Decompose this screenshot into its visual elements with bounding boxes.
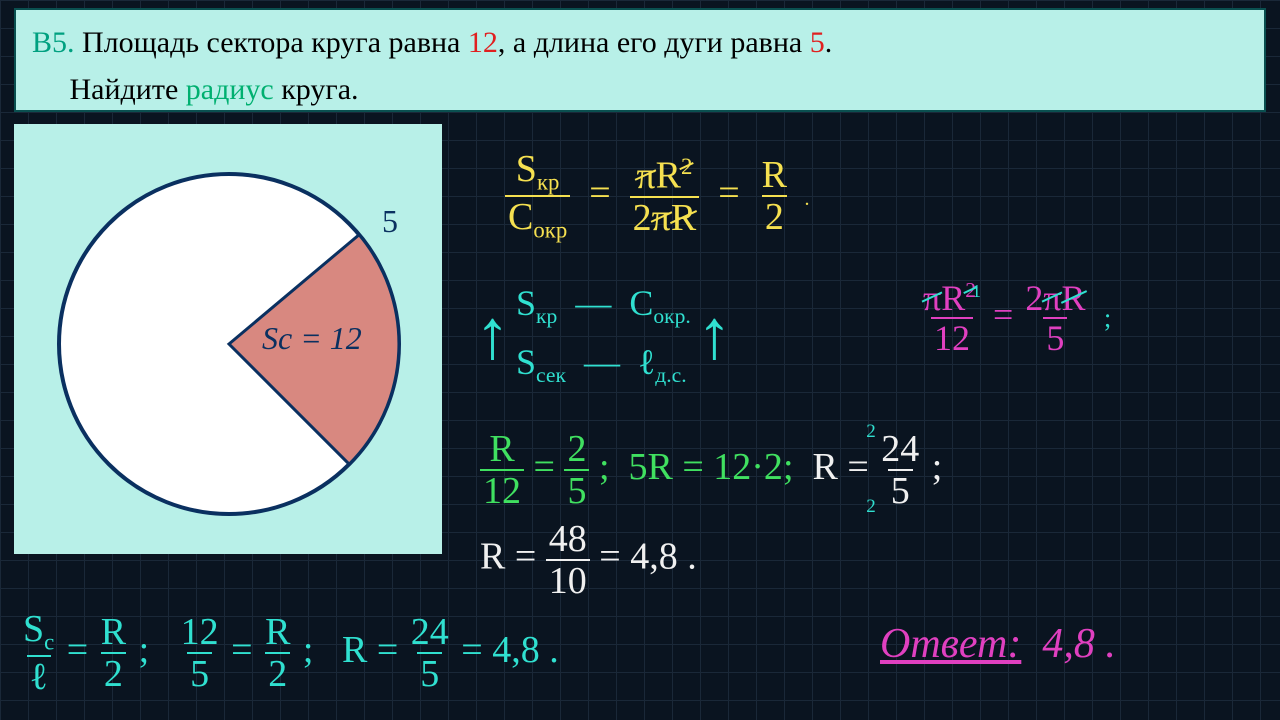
arc-label: 5 (382, 203, 398, 239)
formula-bottom-cyan: Sс ℓ = R2 ; 125 = R2 ; R = 245 = 4,8 . (20, 610, 559, 696)
formula-solve-line2: R = 4810 = 4,8 . (480, 520, 697, 600)
problem-radius-word: радиус (186, 73, 274, 106)
diagram-box: 5 Sс = 12 (14, 124, 442, 554)
formula-magenta: πR21 12 = 2πR 5 ; (920, 280, 1111, 356)
problem-value-1: 12 (468, 26, 498, 59)
problem-text-1: Площадь сектора круга равна (82, 26, 468, 59)
formula-solve-line1: R12 = 25 ; 5R = 12·2; R = 2 24 2 5 ; (480, 430, 942, 510)
problem-text-3: . (825, 26, 833, 59)
problem-text-2: , а длина его дуги равна (498, 26, 810, 59)
formula-proportion-cyan: ↑ Sкр — Cокр. Sсек — ℓд.с. ↑ (475, 280, 732, 390)
problem-label: В5. (32, 26, 75, 59)
problem-value-2: 5 (810, 26, 825, 59)
sector-label: Sс = 12 (262, 320, 362, 356)
problem-text-5: круга. (274, 73, 359, 106)
problem-text-4: Найдите (70, 73, 186, 106)
problem-box: В5. Площадь сектора круга равна 12, а дл… (14, 8, 1266, 112)
formula-ratio-yellow: Sкр Cокр = πR2 2πR = R 2 . (505, 150, 810, 243)
circle-diagram: 5 Sс = 12 (14, 124, 442, 554)
answer-text: Ответ: 4,8 . (880, 620, 1116, 668)
